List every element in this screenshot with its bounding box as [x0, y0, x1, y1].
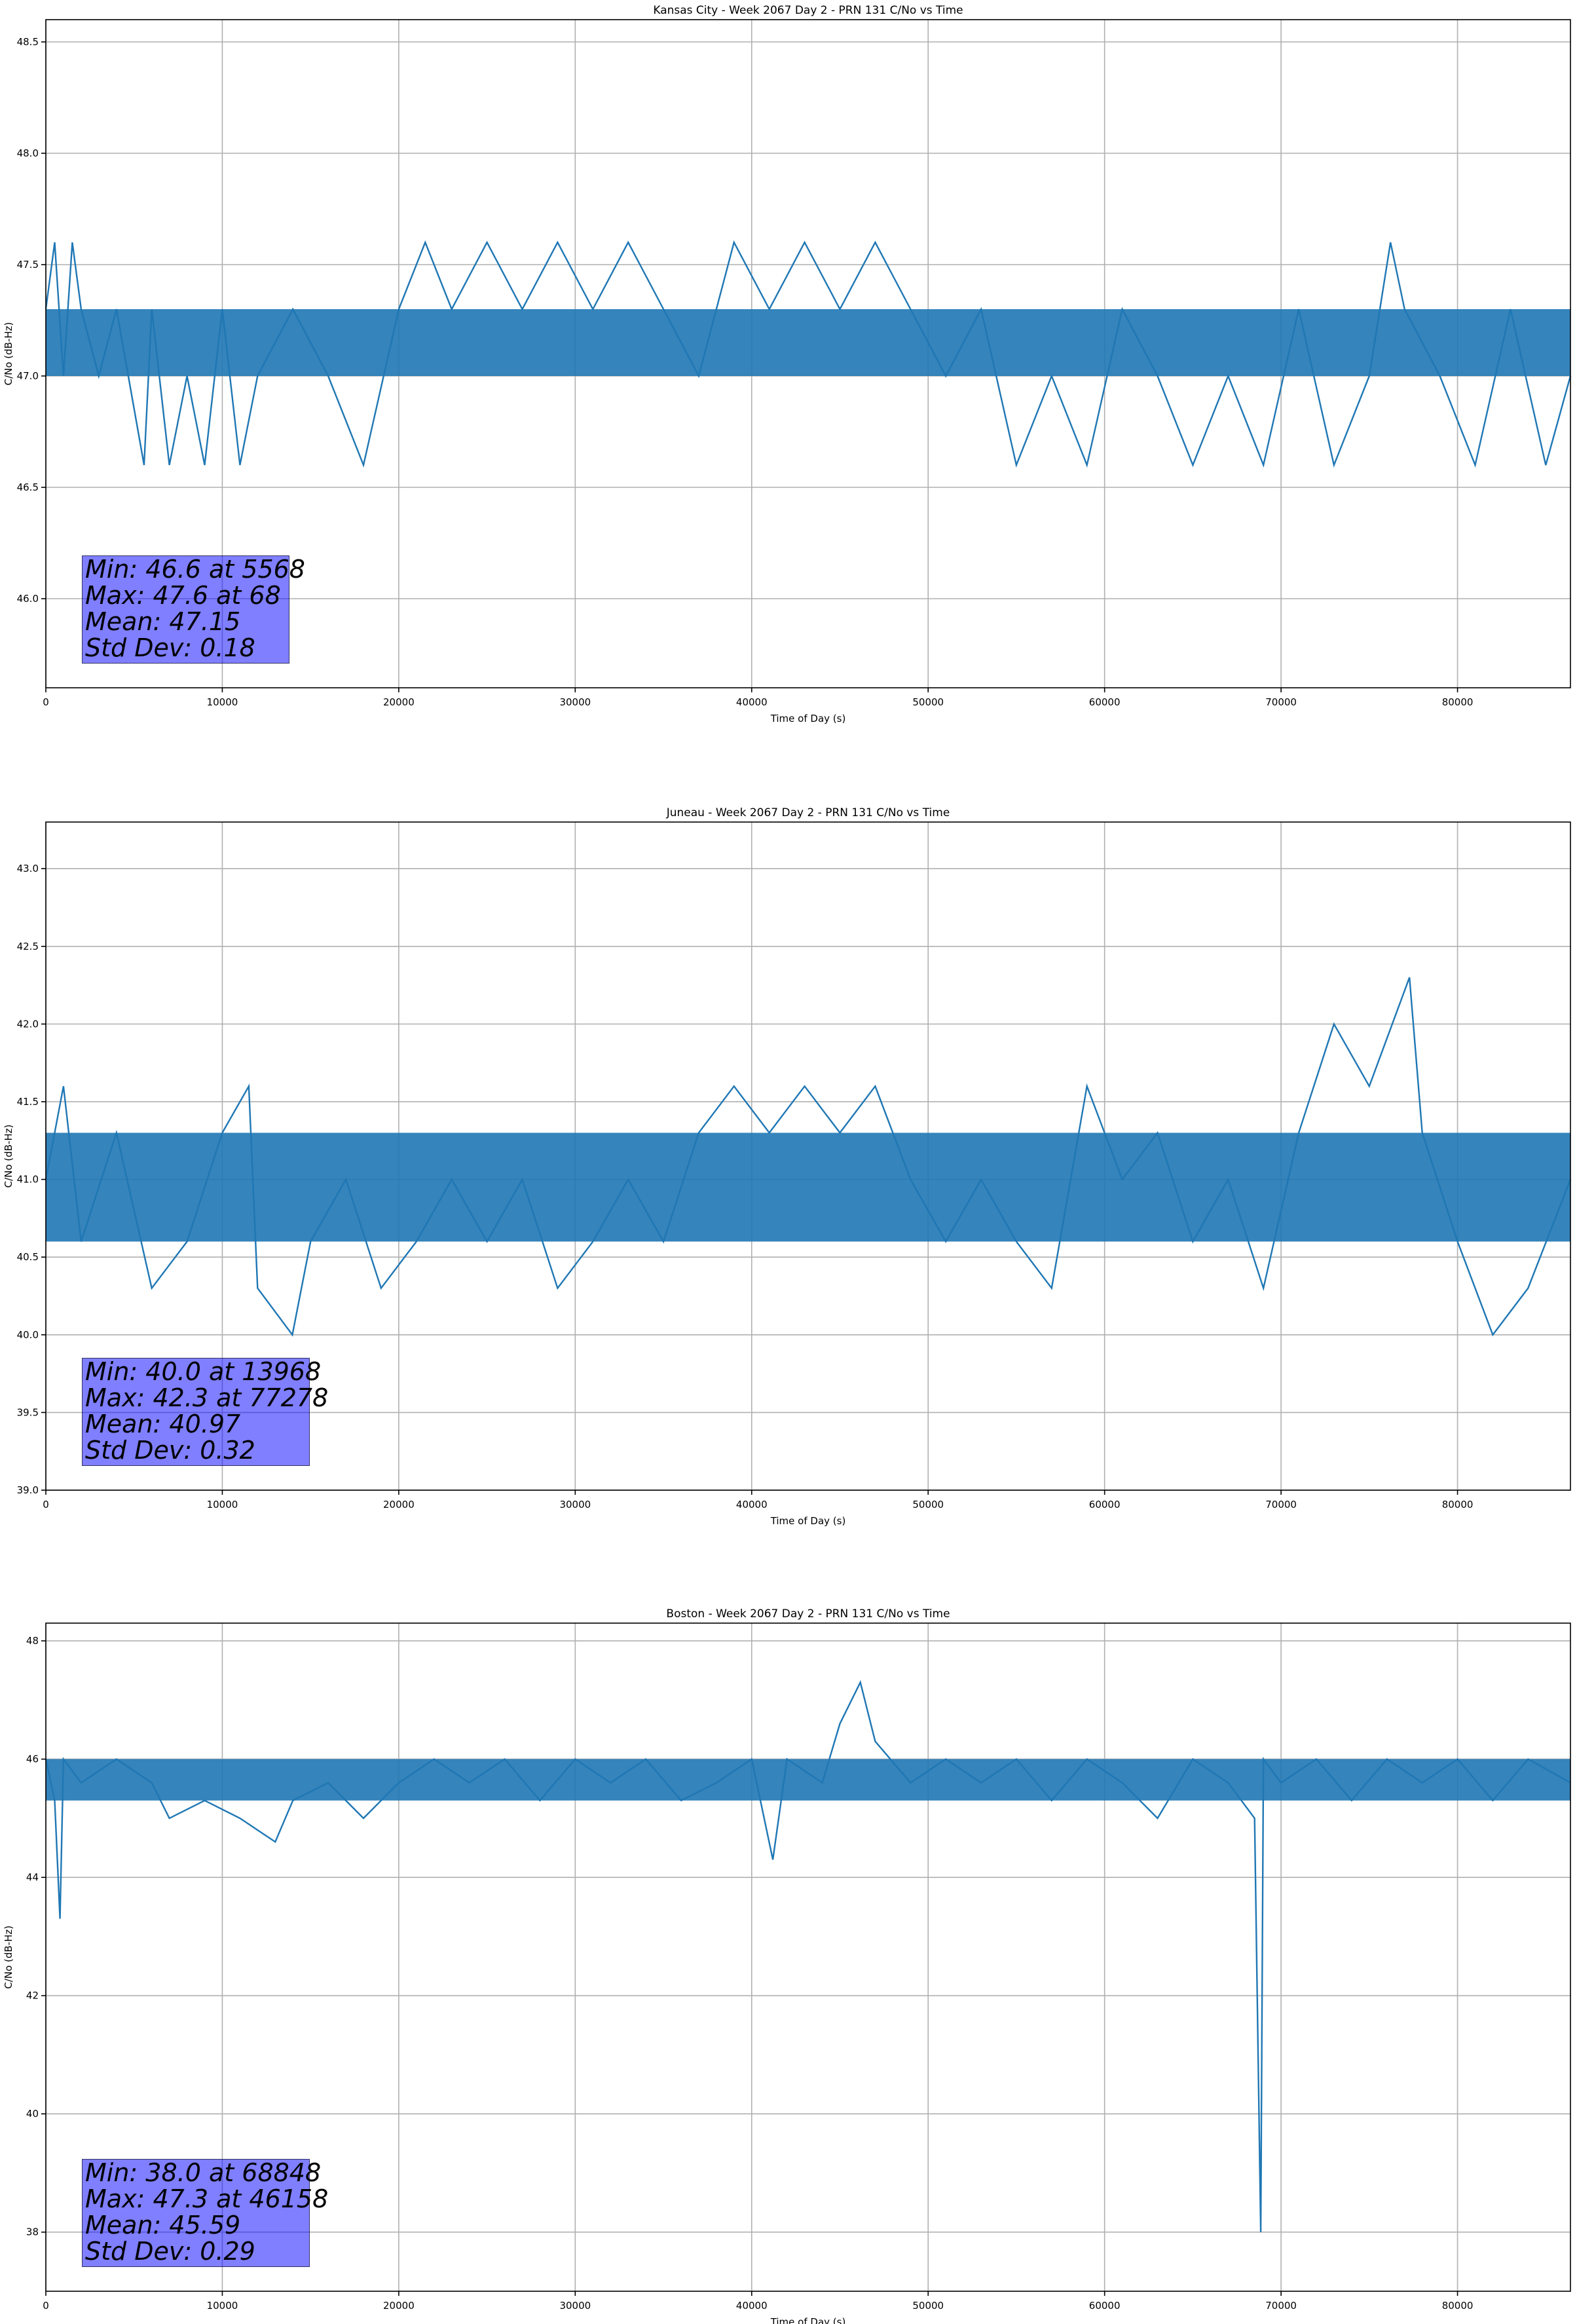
- x-tick-label: 30000: [559, 696, 591, 708]
- data-band: [46, 1133, 1570, 1242]
- y-tick-label: 46.0: [17, 593, 39, 605]
- y-tick-label: 42.5: [17, 941, 39, 952]
- y-tick-label: 48.5: [17, 36, 39, 48]
- y-tick-label: 48: [26, 1635, 39, 1647]
- stats-line: Mean: 45.59: [85, 2211, 241, 2240]
- x-tick-label: 30000: [559, 2300, 591, 2312]
- x-tick-label: 60000: [1089, 696, 1121, 708]
- axes-frame: [45, 19, 1571, 688]
- y-tick-label: 40.5: [17, 1251, 39, 1263]
- y-tick-label: 39.5: [17, 1406, 39, 1418]
- x-axis-label: Time of Day (s): [770, 1515, 846, 1527]
- x-tick-label: 20000: [383, 696, 415, 708]
- x-tick-label: 20000: [383, 1499, 415, 1510]
- y-axis-label: C/No (dB-Hz): [3, 1926, 14, 1989]
- axes-frame: [45, 1622, 1571, 2292]
- y-tick-label: 47.5: [17, 259, 39, 271]
- y-tick-label: 39.0: [17, 1484, 39, 1496]
- y-tick-label: 44: [26, 1871, 39, 1883]
- chart-title: Boston - Week 2067 Day 2 - PRN 131 C/No …: [666, 1607, 950, 1621]
- y-tick-label: 41.0: [17, 1174, 39, 1186]
- stats-line: Std Dev: 0.32: [85, 1436, 255, 1465]
- x-tick-label: 20000: [383, 2300, 415, 2312]
- x-tick-label: 50000: [912, 1499, 944, 1510]
- stats-line: Min: 46.6 at 5568: [85, 555, 305, 584]
- y-axis-label: C/No (dB-Hz): [3, 1125, 14, 1188]
- x-tick-label: 10000: [207, 1499, 238, 1510]
- stats-line: Min: 40.0 at 13968: [85, 1357, 322, 1386]
- y-tick-label: 38: [26, 2226, 39, 2238]
- stats-line: Max: 47.3 at 46158: [85, 2184, 329, 2213]
- chart-panel-1: 0 10000 20000 30000 40000 50000 60000 70000 8000…: [3, 4, 1572, 724]
- chart-panel-2: 0 10000 20000 30000 40000 50000 60000 70000 8000…: [3, 806, 1572, 1527]
- axes-frame: [45, 821, 1571, 1491]
- x-tick-label: 70000: [1265, 696, 1297, 708]
- x-tick-label: 40000: [736, 1499, 768, 1510]
- stats-line: Max: 47.6 at 68: [85, 581, 281, 610]
- x-tick-label: 80000: [1442, 696, 1474, 708]
- x-axis-label: Time of Day (s): [770, 713, 846, 724]
- y-axis-label: C/No (dB-Hz): [3, 322, 14, 386]
- stats-line: Std Dev: 0.29: [85, 2237, 255, 2266]
- x-tick-label: 60000: [1089, 2300, 1121, 2312]
- data-series-line: [45, 977, 1572, 1337]
- data-series-line: [45, 1679, 1571, 2232]
- y-tick-label: 41.5: [17, 1096, 39, 1108]
- stats-line: Mean: 40.97: [85, 1410, 241, 1438]
- stats-annotation: Min: 38.0 at 68848 Max: 47.3 at 46158 Mean…: [82, 2158, 329, 2267]
- data-band: [46, 309, 1570, 376]
- chart-panel-3: 0 10000 20000 30000 40000 50000 60000 70000 8000…: [3, 1607, 1571, 2324]
- x-tick-label: 40000: [736, 2300, 768, 2312]
- x-tick-label: 50000: [912, 2300, 944, 2312]
- y-tick-label: 48.0: [17, 147, 39, 159]
- stats-line: Mean: 47.15: [85, 607, 241, 636]
- y-tick-label: 42: [26, 1990, 39, 2002]
- stats-annotation: Min: 46.6 at 5568 Max: 47.6 at 68 Mean: 47…: [82, 555, 305, 664]
- data-series-line: [45, 240, 1572, 468]
- x-tick-label: 0: [43, 696, 49, 708]
- x-tick-label: 70000: [1265, 2300, 1297, 2312]
- x-tick-label: 50000: [912, 696, 944, 708]
- x-tick-label: 30000: [559, 1499, 591, 1510]
- y-tick-label: 40: [26, 2108, 39, 2120]
- x-tick-label: 10000: [207, 2300, 238, 2312]
- stats-annotation: Min: 40.0 at 13968 Max: 42.3 at 77278 Mean…: [82, 1357, 329, 1466]
- data-band: [46, 1759, 1570, 1801]
- y-tick-label: 47.0: [17, 370, 39, 382]
- y-tick-label: 42.0: [17, 1018, 39, 1030]
- stats-line: Max: 42.3 at 77278: [85, 1383, 329, 1412]
- y-tick-label: 46: [26, 1753, 39, 1765]
- chart-title: Kansas City - Week 2067 Day 2 - PRN 131 …: [653, 4, 963, 17]
- x-axis-label: Time of Day (s): [770, 2316, 846, 2324]
- y-tick-label: 40.0: [17, 1329, 39, 1341]
- y-tick-label: 43.0: [17, 863, 39, 874]
- x-tick-label: 0: [43, 2300, 49, 2312]
- chart-title: Juneau - Week 2067 Day 2 - PRN 131 C/No …: [666, 806, 950, 819]
- x-tick-label: 80000: [1442, 2300, 1474, 2312]
- x-tick-label: 70000: [1265, 1499, 1297, 1510]
- y-tick-label: 46.5: [17, 481, 39, 493]
- x-tick-label: 10000: [207, 696, 238, 708]
- stats-line: Min: 38.0 at 68848: [85, 2158, 322, 2187]
- x-tick-label: 40000: [736, 696, 768, 708]
- x-tick-label: 0: [43, 1499, 49, 1510]
- stats-line: Std Dev: 0.18: [85, 633, 255, 662]
- x-tick-label: 60000: [1089, 1499, 1121, 1510]
- x-tick-label: 80000: [1442, 1499, 1474, 1510]
